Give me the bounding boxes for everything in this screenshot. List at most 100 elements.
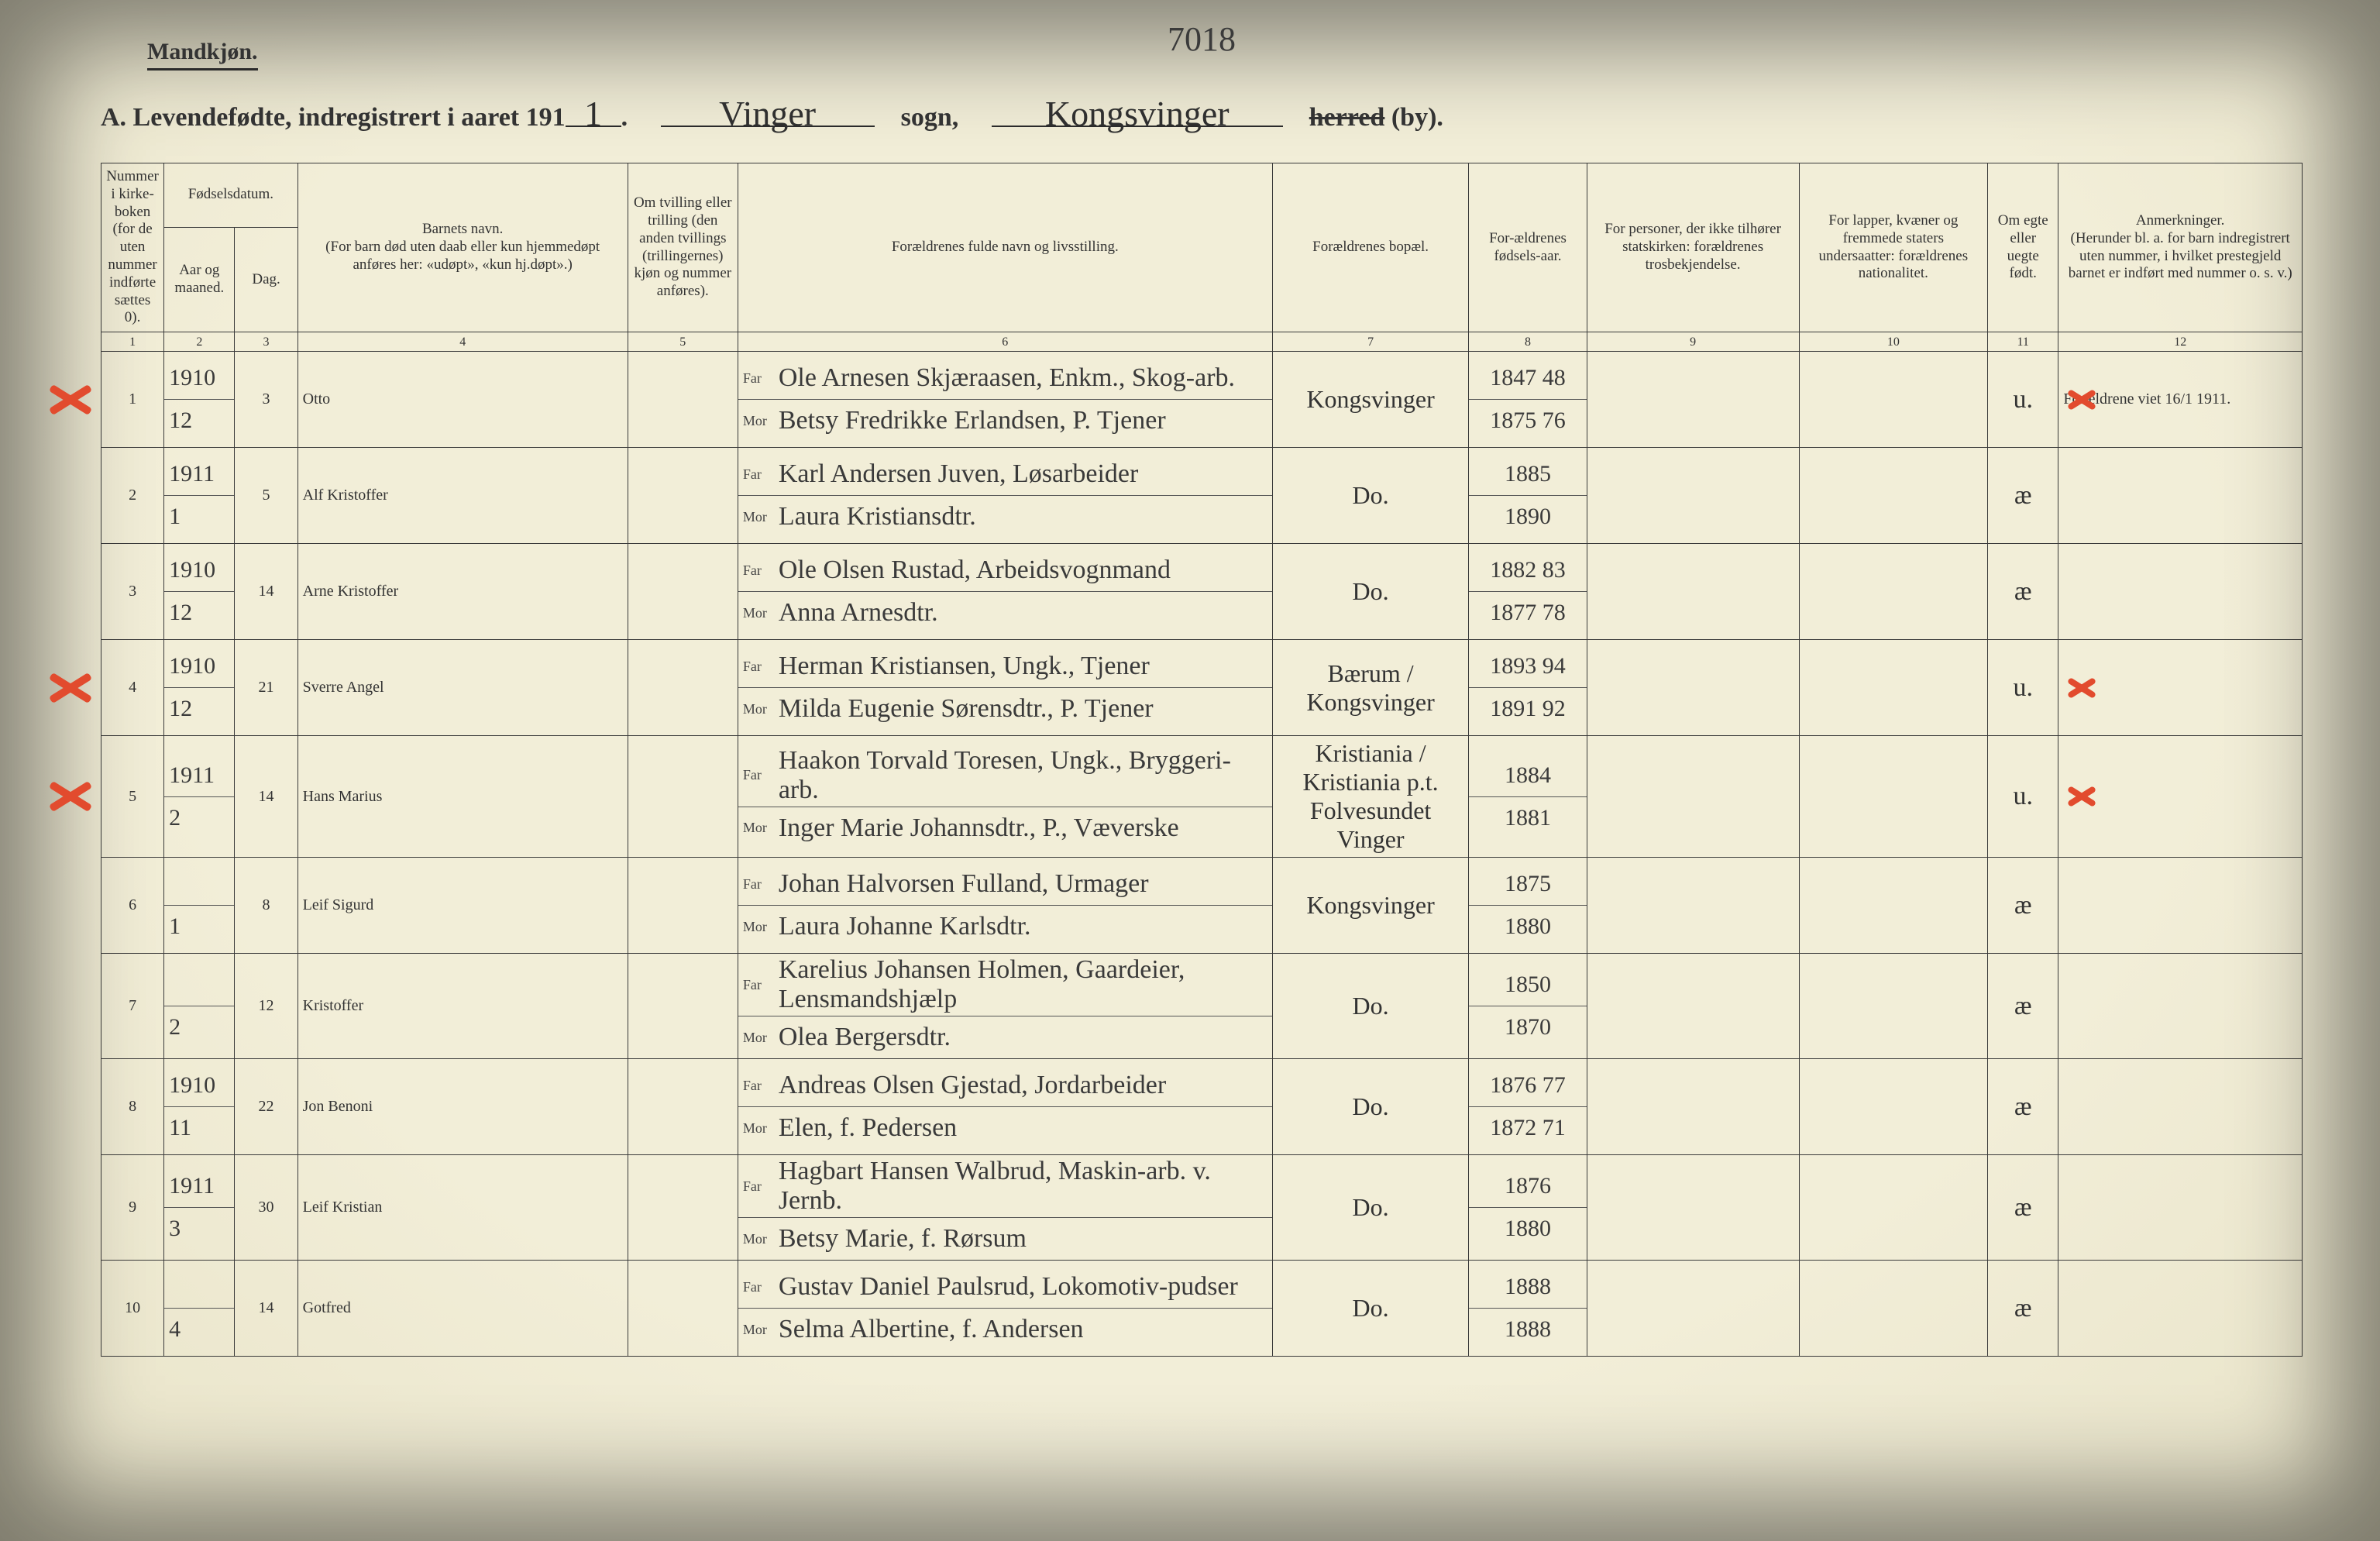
nationality — [1799, 954, 1988, 1059]
far-label: Far — [743, 562, 779, 579]
mor-label: Mor — [743, 1322, 779, 1338]
father-birth-year: 1876 — [1505, 1173, 1551, 1199]
birth-day: 21 — [235, 640, 298, 736]
birth-year: 1911 — [169, 1173, 215, 1199]
child-name: Otto — [298, 352, 628, 448]
parent-birth-years: 1884 1881 — [1469, 736, 1587, 858]
twin-info — [628, 1155, 738, 1261]
child-name: Leif Kristian — [298, 1155, 628, 1261]
birth-day: 8 — [235, 858, 298, 954]
residence: Bærum / Kongsvinger — [1272, 640, 1469, 736]
mother-name: Laura Johanne Karlsdtr. — [779, 912, 1267, 941]
nationality — [1799, 640, 1988, 736]
twin-info — [628, 954, 738, 1059]
row-number: 6 — [101, 858, 164, 954]
legitimacy: æ — [1988, 544, 2058, 640]
far-label: Far — [743, 767, 779, 783]
row-number: 4 — [101, 640, 164, 736]
child-name: Kristoffer — [298, 954, 628, 1059]
mother-name: Olea Bergersdtr. — [779, 1023, 1267, 1052]
residence: Do. — [1272, 1155, 1469, 1261]
child-name: Gotfred — [298, 1261, 628, 1357]
remarks — [2058, 954, 2303, 1059]
mother-name: Betsy Marie, f. Rørsum — [779, 1224, 1267, 1254]
col-header: Forældrenes bopæl. — [1272, 163, 1469, 332]
birth-year-month: 1 — [164, 858, 235, 954]
col-header: Barnets navn. (For barn død uten daab el… — [298, 163, 628, 332]
row-number: 2 — [101, 448, 164, 544]
red-x-mark — [47, 640, 94, 735]
mother-name: Inger Marie Johannsdtr., P., Væverske — [779, 813, 1267, 843]
father-name: Haakon Torvald Toresen, Ungk., Bryggeri-… — [779, 746, 1267, 805]
sogn-value: Vinger — [661, 93, 875, 127]
table-row: 7 2 12Kristoffer FarKarelius Johansen Ho… — [101, 954, 2303, 1059]
twin-info — [628, 640, 738, 736]
parents: FarJohan Halvorsen Fulland, Urmager MorL… — [738, 858, 1272, 954]
parents: FarOle Arnesen Skjæraasen, Enkm., Skog-a… — [738, 352, 1272, 448]
mother-name: Elen, f. Pedersen — [779, 1113, 1267, 1143]
father-birth-year: 1893 94 — [1490, 653, 1566, 679]
mother-name: Laura Kristiansdtr. — [779, 502, 1267, 531]
row-number: 5 — [101, 736, 164, 858]
birth-month: 11 — [169, 1115, 191, 1141]
remarks — [2058, 1059, 2303, 1155]
birth-year: 1911 — [169, 461, 215, 487]
mother-name: Selma Albertine, f. Andersen — [779, 1315, 1267, 1344]
birth-year-month: 1910 12 — [164, 544, 235, 640]
col-header: Om tvilling eller trilling (den anden tv… — [628, 163, 738, 332]
birth-month: 12 — [169, 696, 192, 722]
far-label: Far — [743, 1178, 779, 1195]
father-name: Karelius Johansen Holmen, Gaardeier, Len… — [779, 955, 1267, 1014]
birth-day: 30 — [235, 1155, 298, 1261]
herred-value: Kongsvinger — [992, 93, 1283, 127]
col-header: Fødselsdatum. — [164, 163, 298, 228]
nationality — [1799, 1059, 1988, 1155]
table-row: 2 1911 1 5Alf Kristoffer FarKarl Anderse… — [101, 448, 2303, 544]
row-number: 10 — [101, 1261, 164, 1357]
parents: FarKarl Andersen Juven, Løsarbeider MorL… — [738, 448, 1272, 544]
col-number: 10 — [1799, 332, 1988, 352]
far-label: Far — [743, 1279, 779, 1295]
birth-day: 3 — [235, 352, 298, 448]
birth-day: 22 — [235, 1059, 298, 1155]
faith — [1587, 1155, 1799, 1261]
twin-info — [628, 736, 738, 858]
col-header: For lapper, kvæner og fremmede staters u… — [1799, 163, 1988, 332]
father-name: Ole Olsen Rustad, Arbeidsvognmand — [779, 556, 1267, 585]
faith — [1587, 544, 1799, 640]
father-name: Andreas Olsen Gjestad, Jordarbeider — [779, 1071, 1267, 1100]
birth-year-month: 1910 11 — [164, 1059, 235, 1155]
parents: FarOle Olsen Rustad, Arbeidsvognmand Mor… — [738, 544, 1272, 640]
mother-birth-year: 1875 76 — [1490, 408, 1566, 434]
twin-info — [628, 544, 738, 640]
col-header: For-ældrenes fødsels-aar. — [1469, 163, 1587, 332]
residence: Do. — [1272, 1261, 1469, 1357]
faith — [1587, 1059, 1799, 1155]
remarks — [2058, 1261, 2303, 1357]
residence: Do. — [1272, 954, 1469, 1059]
row-number: 7 — [101, 954, 164, 1059]
far-label: Far — [743, 1078, 779, 1094]
parent-birth-years: 1888 1888 — [1469, 1261, 1587, 1357]
col-number: 5 — [628, 332, 738, 352]
parents: FarKarelius Johansen Holmen, Gaardeier, … — [738, 954, 1272, 1059]
residence: Do. — [1272, 544, 1469, 640]
parents: FarHagbart Hansen Walbrud, Maskin-arb. v… — [738, 1155, 1272, 1261]
birth-year: 1910 — [169, 653, 215, 679]
table-header: Nummer i kirke-boken (for de uten nummer… — [101, 163, 2303, 352]
table-row: 6 1 8Leif Sigurd FarJohan Halvorsen Full… — [101, 858, 2303, 954]
birth-month: 12 — [169, 600, 192, 626]
residence: Kristiania / Kristiania p.t. Folvesundet… — [1272, 736, 1469, 858]
twin-info — [628, 352, 738, 448]
title-line: A. Levendefødte, indregistrert i aaret 1… — [101, 93, 2303, 132]
col-number: 1 — [101, 332, 164, 352]
col-number: 9 — [1587, 332, 1799, 352]
col-header: For personer, der ikke tilhører statskir… — [1587, 163, 1799, 332]
father-name: Johan Halvorsen Fulland, Urmager — [779, 869, 1267, 899]
faith — [1587, 1261, 1799, 1357]
parent-birth-years: 1882 83 1877 78 — [1469, 544, 1587, 640]
birth-day: 14 — [235, 736, 298, 858]
mother-birth-year: 1880 — [1505, 913, 1551, 940]
birth-year: 1910 — [169, 1072, 215, 1099]
birth-year-month: 1911 1 — [164, 448, 235, 544]
